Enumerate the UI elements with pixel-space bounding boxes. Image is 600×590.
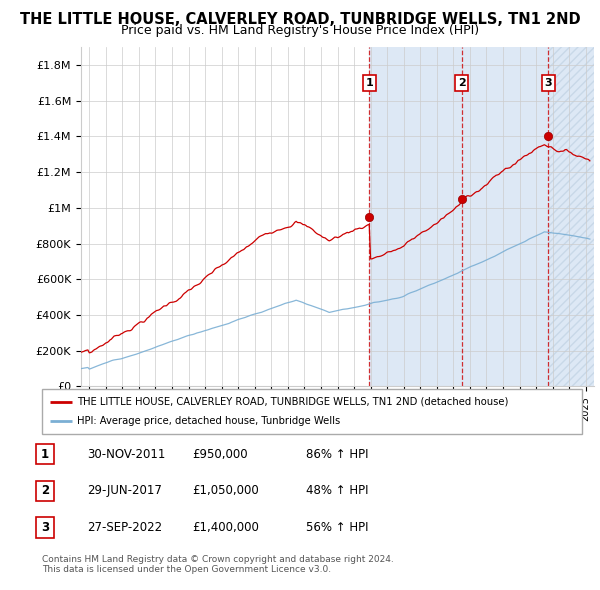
Text: 1: 1 — [41, 448, 49, 461]
Bar — [548, 47, 594, 386]
Text: 30-NOV-2011: 30-NOV-2011 — [87, 448, 166, 461]
Text: 48% ↑ HPI: 48% ↑ HPI — [306, 484, 368, 497]
Text: 1: 1 — [365, 78, 373, 88]
Text: 29-JUN-2017: 29-JUN-2017 — [87, 484, 162, 497]
Text: £1,050,000: £1,050,000 — [192, 484, 259, 497]
Text: £1,400,000: £1,400,000 — [192, 521, 259, 534]
Text: 27-SEP-2022: 27-SEP-2022 — [87, 521, 162, 534]
Text: HPI: Average price, detached house, Tunbridge Wells: HPI: Average price, detached house, Tunb… — [77, 417, 340, 426]
Bar — [461, 47, 548, 386]
Text: 3: 3 — [545, 78, 552, 88]
Text: 3: 3 — [41, 521, 49, 534]
Text: Contains HM Land Registry data © Crown copyright and database right 2024.
This d: Contains HM Land Registry data © Crown c… — [42, 555, 394, 574]
Text: 2: 2 — [41, 484, 49, 497]
Bar — [548, 47, 594, 386]
Bar — [369, 47, 461, 386]
Text: £950,000: £950,000 — [192, 448, 248, 461]
Text: 56% ↑ HPI: 56% ↑ HPI — [306, 521, 368, 534]
Text: 2: 2 — [458, 78, 466, 88]
Text: 86% ↑ HPI: 86% ↑ HPI — [306, 448, 368, 461]
Text: THE LITTLE HOUSE, CALVERLEY ROAD, TUNBRIDGE WELLS, TN1 2ND: THE LITTLE HOUSE, CALVERLEY ROAD, TUNBRI… — [20, 12, 580, 27]
Text: THE LITTLE HOUSE, CALVERLEY ROAD, TUNBRIDGE WELLS, TN1 2ND (detached house): THE LITTLE HOUSE, CALVERLEY ROAD, TUNBRI… — [77, 397, 508, 407]
Text: Price paid vs. HM Land Registry's House Price Index (HPI): Price paid vs. HM Land Registry's House … — [121, 24, 479, 37]
